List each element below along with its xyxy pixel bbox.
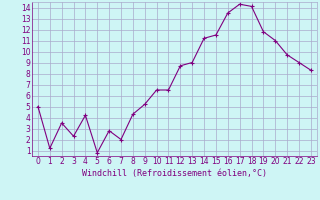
X-axis label: Windchill (Refroidissement éolien,°C): Windchill (Refroidissement éolien,°C) xyxy=(82,169,267,178)
